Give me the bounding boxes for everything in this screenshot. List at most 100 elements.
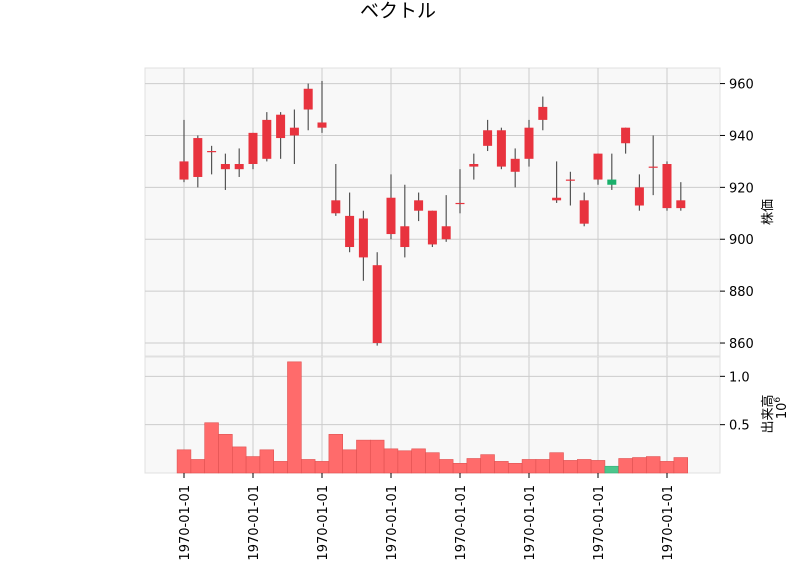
candle-body [496,130,506,167]
price-axis-ticks: 860 880 900 920 940 960 [720,78,754,352]
volume-bar [190,459,205,474]
volume-bars [176,361,689,474]
volume-tick-label: 1.0 [729,370,750,385]
candle-body [345,215,355,248]
volume-exponent-base: 10 [775,403,790,420]
volume-bar [232,446,247,474]
candle-body [441,226,451,240]
volume-bar [673,457,689,474]
candle-body [248,132,258,164]
volume-bar [314,461,330,474]
candle-body [303,88,313,110]
volume-bar [259,449,274,474]
volume-exponent: 106 [773,397,790,420]
candle-body [621,127,631,144]
volume-bar [356,439,371,474]
volume-bar [466,458,481,474]
volume-bar [425,452,440,474]
volume-bar [535,459,551,474]
price-tick-label: 860 [729,337,754,352]
chart-title: ベクトル [360,0,436,22]
price-tick-label: 880 [729,285,754,300]
volume-bar [287,361,302,474]
volume-axis-ticks: 0.5 1.0 [720,370,750,434]
candle-body [565,179,575,181]
candle-body [262,119,272,159]
candle-body [289,127,299,136]
price-tick-label: 920 [729,181,754,196]
candle-body [593,153,603,180]
volume-bar [383,448,399,474]
candle-body [607,179,617,185]
x-tick-label: 1970-01-01 [247,485,262,561]
candle-body [234,164,244,170]
candle-body [331,200,341,214]
x-tick-label: 1970-01-01 [592,485,607,561]
candle-body [193,138,203,177]
candle-body [483,130,493,146]
candles [179,80,686,346]
volume-bar [397,450,412,474]
volume-bar [645,456,661,474]
candle-body [386,197,396,235]
x-tick-label: 1970-01-01 [385,485,400,561]
volume-bar [618,458,633,474]
volume-bar [273,461,288,474]
volume-bar [300,459,316,474]
candle-body [455,202,465,205]
x-tick-label: 1970-01-01 [523,485,538,561]
candle-body [648,166,658,168]
volume-bar [342,449,357,474]
candle-body [276,114,286,139]
candle-body [427,210,437,245]
volume-bar [204,422,219,474]
volume-bar [576,459,592,474]
volume-bar [632,457,647,474]
candle-body [538,106,548,120]
volume-bar [521,459,537,474]
volume-bar [563,460,578,474]
candle-body [676,200,686,209]
candle-body [207,151,217,153]
volume-bar [176,449,192,474]
volume-bar [452,463,468,474]
candle-body [220,164,230,170]
x-tick-label: 1970-01-01 [661,485,676,561]
volume-exponent-power: 6 [773,397,783,403]
candle-body [510,158,520,172]
x-tick-label: 1970-01-01 [454,485,469,561]
volume-bar [659,461,675,474]
price-tick-label: 940 [729,129,754,144]
candle-body [400,226,410,248]
x-axis-ticks: 1970-01-01 1970-01-01 1970-01-01 1970-01-01… [178,473,676,561]
price-tick-label: 960 [729,78,754,93]
volume-bar [328,434,343,474]
x-tick-label: 1970-01-01 [316,485,331,561]
x-tick-label: 1970-01-01 [178,485,193,561]
volume-bar [245,456,261,474]
svg-text:106: 106 [773,397,790,420]
candle-body [179,161,189,180]
candle-body [317,122,327,128]
price-tick-label: 900 [729,233,754,248]
volume-bar [494,461,509,474]
volume-bar [411,448,426,474]
volume-bar [480,454,495,474]
candle-body [372,265,382,344]
candle-body [634,187,644,206]
volume-bar [590,460,606,474]
volume-bar [604,465,620,474]
volume-bar [438,459,454,474]
volume-tick-label: 0.5 [729,419,750,434]
candle-body [552,197,562,201]
candle-body [524,127,534,159]
candle-body [469,164,479,167]
volume-bar [218,434,233,474]
price-axis-label: 株価 [761,199,776,225]
candle-body [358,218,368,258]
volume-bar [369,439,385,474]
volume-bar [549,452,564,474]
candle-body [414,200,424,211]
